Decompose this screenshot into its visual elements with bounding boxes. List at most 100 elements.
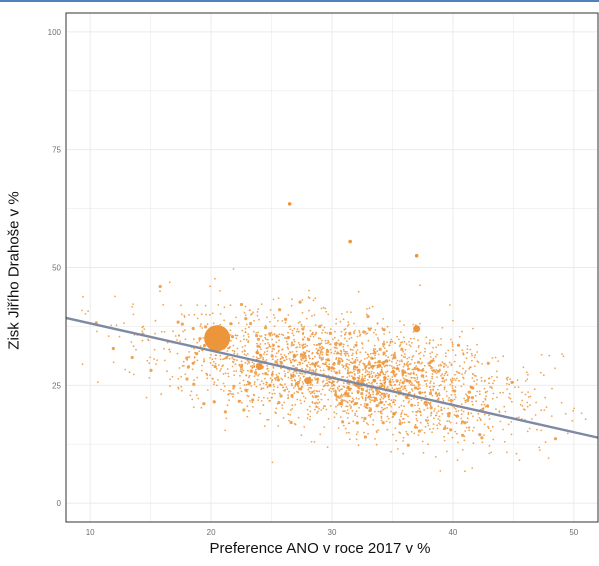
scatter-point <box>341 364 343 366</box>
scatter-point <box>410 398 413 401</box>
scatter-point <box>239 302 244 307</box>
scatter-point <box>336 386 339 389</box>
scatter-point <box>441 409 443 411</box>
scatter-point <box>248 374 251 377</box>
scatter-point <box>314 378 317 381</box>
scatter-point <box>287 396 290 399</box>
scatter-point <box>271 334 274 336</box>
scatter-point <box>407 360 409 363</box>
scatter-point <box>280 353 282 356</box>
scatter-point <box>271 338 273 341</box>
scatter-point <box>327 341 330 344</box>
scatter-point <box>317 360 320 363</box>
scatter-point <box>400 354 403 357</box>
scatter-point <box>235 337 238 339</box>
scatter-point <box>371 357 374 360</box>
scatter-point <box>242 369 245 372</box>
scatter-point <box>377 376 380 379</box>
scatter-point <box>454 373 456 376</box>
scatter-point <box>343 328 346 331</box>
scatter-point <box>233 370 236 372</box>
scatter-point <box>454 354 457 356</box>
scatter-point <box>407 372 410 375</box>
scatter-point <box>392 412 396 416</box>
scatter-point <box>386 341 388 344</box>
scatter-point <box>366 357 369 359</box>
scatter-point <box>348 399 351 402</box>
scatter-point <box>363 435 367 439</box>
scatter-point <box>302 383 305 385</box>
scatter-point <box>230 335 234 339</box>
scatter-point <box>337 342 339 345</box>
scatter-point <box>309 368 312 371</box>
scatter-point <box>531 418 533 420</box>
scatter-point <box>305 317 308 320</box>
scatter-point <box>141 330 144 333</box>
scatter-point <box>366 389 368 392</box>
scatter-point <box>280 333 283 336</box>
scatter-point <box>431 351 433 354</box>
scatter-point <box>418 391 422 395</box>
scatter-point <box>319 433 322 436</box>
scatter-point <box>393 371 396 373</box>
scatter-point <box>481 441 484 444</box>
scatter-point <box>339 388 342 391</box>
scatter-point <box>398 406 401 409</box>
scatter-point <box>508 392 511 395</box>
scatter-point <box>211 358 214 361</box>
scatter-point <box>322 407 325 410</box>
scatter-point <box>355 341 358 344</box>
scatter-point <box>473 426 475 429</box>
scatter-point <box>539 371 542 374</box>
scatter-point <box>326 384 329 387</box>
scatter-point <box>342 345 345 348</box>
scatter-point <box>357 444 360 447</box>
scatter-point <box>415 414 418 417</box>
scatter-point <box>453 414 456 416</box>
scatter-point <box>372 419 375 421</box>
scatter-point <box>428 391 433 396</box>
scatter-point <box>353 379 355 381</box>
scatter-point <box>534 414 537 416</box>
scatter-point <box>282 334 285 337</box>
scatter-point <box>394 403 396 406</box>
scatter-point <box>304 373 306 375</box>
scatter-point <box>245 338 248 341</box>
scatter-point <box>232 360 234 363</box>
scatter-point <box>192 382 196 386</box>
scatter-point <box>295 372 298 374</box>
scatter-point <box>180 304 182 307</box>
scatter-point <box>432 427 435 430</box>
scatter-point <box>419 284 421 287</box>
scatter-point <box>375 388 379 392</box>
scatter-point <box>172 330 174 333</box>
scatter-point <box>476 378 478 381</box>
scatter-point <box>344 354 347 357</box>
scatter-point <box>338 372 341 374</box>
scatter-point <box>115 324 118 327</box>
scatter-point <box>284 317 288 321</box>
scatter-point <box>362 368 364 371</box>
scatter-point <box>453 406 456 409</box>
scatter-point <box>441 326 444 329</box>
scatter-point <box>215 368 218 370</box>
scatter-point <box>295 330 298 333</box>
scatter-point <box>243 353 246 356</box>
scatter-point <box>313 314 316 316</box>
scatter-point <box>441 377 443 380</box>
scatter-point <box>340 393 343 396</box>
highlighted-points <box>204 202 421 385</box>
scatter-point <box>258 345 261 348</box>
scatter-point <box>169 385 171 387</box>
scatter-point <box>445 364 448 367</box>
scatter-point <box>158 284 162 289</box>
scatter-point <box>303 400 306 403</box>
scatter-point <box>348 431 350 434</box>
scatter-point <box>183 365 185 367</box>
scatter-point <box>343 333 346 336</box>
scatter-point <box>244 317 248 321</box>
scatter-point <box>273 344 276 347</box>
scatter-point <box>445 378 448 381</box>
scatter-point <box>287 314 290 316</box>
